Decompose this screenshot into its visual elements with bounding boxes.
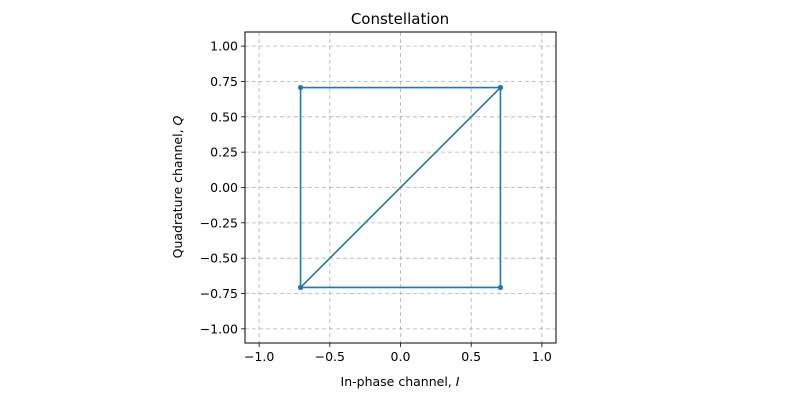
x-tick-label: 1.0 <box>532 349 552 364</box>
y-tick-label: 0.00 <box>210 180 238 195</box>
grid <box>245 32 556 343</box>
y-tick-label: −1.00 <box>200 321 238 336</box>
data-point <box>497 284 504 291</box>
series-layer <box>297 84 504 291</box>
data-point <box>297 284 304 291</box>
y-tick-label: 1.00 <box>210 39 238 54</box>
y-tick-label: −0.50 <box>200 251 238 266</box>
x-axis-label-text: In-phase channel, <box>341 374 456 389</box>
y-axis-label: Quadrature channel, Q <box>170 115 185 258</box>
chart-title: Constellation <box>351 10 449 28</box>
x-tick-label: 0.5 <box>461 349 481 364</box>
y-tick-label: 0.50 <box>210 109 238 124</box>
y-tick-label: −0.25 <box>200 215 238 230</box>
y-tick-label: 0.25 <box>210 145 238 160</box>
x-tick-label: −0.5 <box>315 349 345 364</box>
x-axis-label: In-phase channel, I <box>341 374 460 389</box>
y-axis-label-variable: Q <box>170 115 185 125</box>
x-tick-label: 0.0 <box>391 349 411 364</box>
ticks: −1.0 −0.5 0.0 0.5 1.0 1.00 0.75 0.50 0.25 0.00 −0.… <box>200 39 552 364</box>
y-tick-label: 0.75 <box>210 74 238 89</box>
y-tick-label: −0.75 <box>200 286 238 301</box>
y-axis-label-text: Quadrature channel, <box>170 125 185 258</box>
x-axis-label-variable: I <box>456 374 460 389</box>
data-point <box>497 84 504 91</box>
series-line <box>299 86 502 289</box>
x-tick-label: −1.0 <box>244 349 274 364</box>
data-point <box>297 84 304 91</box>
